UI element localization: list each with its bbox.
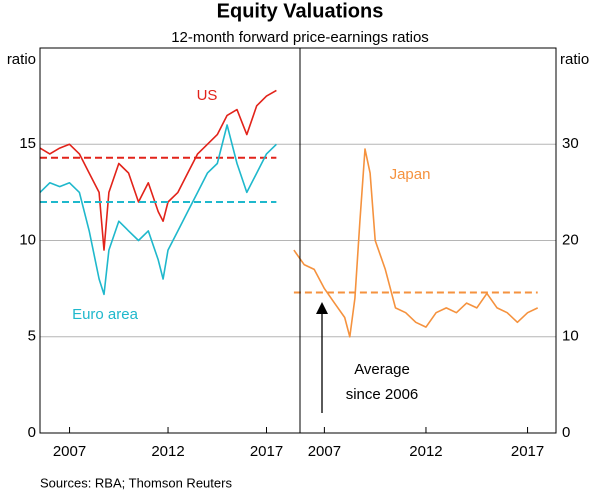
series-line [39, 124, 277, 296]
annotation: since 2006 [346, 386, 419, 403]
series-label: Japan [390, 166, 431, 183]
y-tick-label: 20 [562, 231, 579, 248]
y-tick-label: 5 [28, 328, 36, 345]
series-line [293, 148, 539, 338]
x-tick-label: 2012 [151, 443, 184, 460]
y-tick-label: 15 [19, 135, 36, 152]
annotation-arrowhead [316, 302, 328, 314]
plot-frame [39, 47, 557, 434]
series-line [39, 89, 277, 251]
source: Sources: RBA; Thomson Reuters [40, 475, 232, 490]
y-tick-label: 0 [28, 424, 36, 441]
y-tick-label: 0 [562, 424, 570, 441]
series-label: Euro area [72, 306, 139, 323]
y-axis-label: ratio [560, 51, 589, 68]
y-tick-label: 10 [562, 328, 579, 345]
x-tick-label: 2017 [250, 443, 283, 460]
y-axis-label: ratio [7, 51, 36, 68]
x-tick-label: 2012 [409, 443, 442, 460]
chart-subtitle: 12-month forward price-earnings ratios [171, 29, 429, 46]
x-tick-label: 2007 [308, 443, 341, 460]
annotation: Average [354, 361, 410, 378]
y-tick-label: 10 [19, 231, 36, 248]
series-label: US [197, 87, 218, 104]
y-tick-label: 30 [562, 135, 579, 152]
x-tick-label: 2007 [53, 443, 86, 460]
chart-title: Equity Valuations [217, 0, 384, 22]
x-tick-label: 2017 [511, 443, 544, 460]
